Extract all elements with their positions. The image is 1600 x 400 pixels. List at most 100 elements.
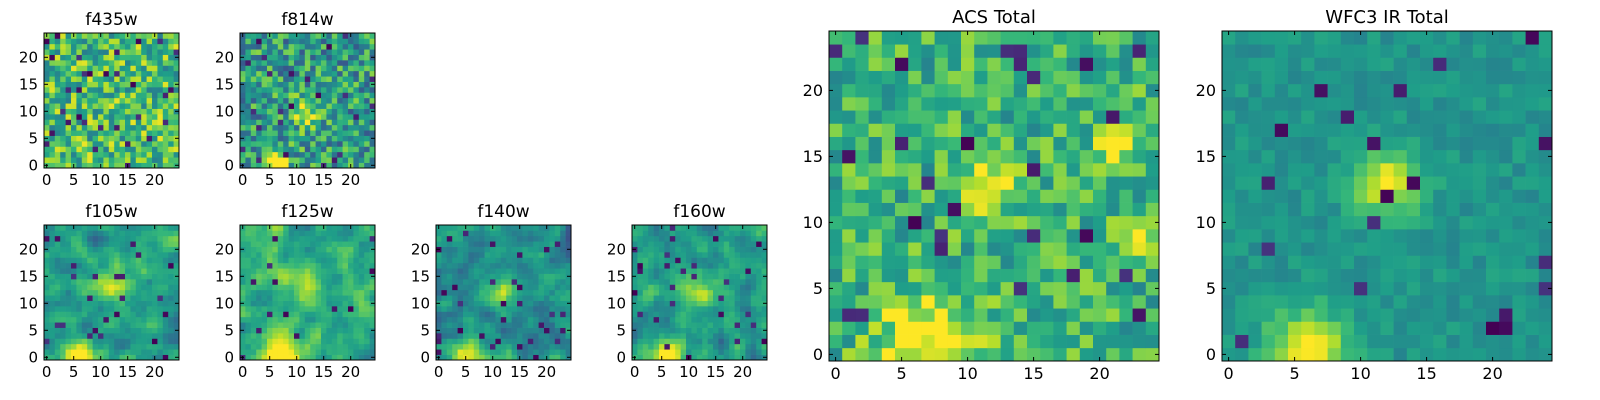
heatmap-cell xyxy=(277,268,284,274)
heatmap-cell xyxy=(256,92,262,99)
heatmap-cell xyxy=(522,322,529,328)
heatmap-cell xyxy=(283,60,289,66)
heatmap-cell xyxy=(745,300,752,307)
heatmap-cell xyxy=(304,235,311,242)
heatmap-cell xyxy=(299,135,306,142)
heatmap-cell xyxy=(1288,215,1302,230)
heatmap-cell xyxy=(691,289,698,296)
heatmap-cell xyxy=(511,284,518,291)
heatmap-cell xyxy=(240,306,246,312)
heatmap-cell xyxy=(659,284,665,291)
heatmap-cell xyxy=(1027,215,1041,230)
heatmap-cell xyxy=(76,108,83,115)
heatmap-cell xyxy=(648,295,654,301)
heatmap-cell xyxy=(283,119,289,126)
heatmap-cell xyxy=(457,300,464,307)
heatmap-cell xyxy=(702,333,708,339)
y-tick-label: 10 xyxy=(803,213,823,232)
heatmap-cell xyxy=(294,322,300,328)
heatmap-cell xyxy=(272,103,279,109)
heatmap-cell xyxy=(114,97,120,104)
heatmap-cell xyxy=(157,327,164,334)
heatmap-cell xyxy=(1367,189,1381,203)
heatmap-cell xyxy=(436,279,442,285)
heatmap-cell xyxy=(490,284,496,291)
heatmap-cell xyxy=(855,202,869,217)
heatmap-cell xyxy=(135,151,142,158)
heatmap-cell xyxy=(261,33,268,39)
heatmap-cell xyxy=(637,268,644,274)
heatmap-cell xyxy=(331,81,338,88)
heatmap-cell xyxy=(745,246,752,253)
heatmap-cell xyxy=(369,289,376,296)
heatmap-cell xyxy=(1093,97,1107,111)
heatmap-cell xyxy=(457,230,464,237)
heatmap-cell xyxy=(527,241,534,247)
heatmap-cell xyxy=(157,349,164,355)
heatmap-cell xyxy=(855,268,869,283)
heatmap-cell xyxy=(245,284,252,291)
heatmap-cell xyxy=(261,241,268,247)
heatmap-cell xyxy=(718,235,725,242)
heatmap-cell xyxy=(664,322,671,328)
heatmap-cell xyxy=(103,87,110,93)
heatmap-cell xyxy=(560,289,566,296)
heatmap-cell xyxy=(1248,347,1262,362)
heatmap-cell xyxy=(299,97,306,104)
heatmap-cell xyxy=(87,33,93,39)
heatmap-cell xyxy=(337,146,343,153)
heatmap-cell xyxy=(1420,347,1434,362)
heatmap-cell xyxy=(987,268,1001,283)
heatmap-cell xyxy=(947,255,962,269)
heatmap-cell xyxy=(527,230,534,237)
heatmap-cell xyxy=(549,225,556,231)
heatmap-cell xyxy=(87,87,93,93)
heatmap-cell xyxy=(632,316,638,323)
heatmap-cell xyxy=(353,119,360,126)
heatmap-cell xyxy=(490,273,496,280)
heatmap-cell xyxy=(342,97,349,104)
heatmap-cell xyxy=(761,338,768,345)
heatmap-cell xyxy=(686,333,692,339)
heatmap-cell xyxy=(653,295,660,301)
heatmap-cell xyxy=(44,235,50,242)
heatmap-cell xyxy=(152,114,158,120)
heatmap-cell xyxy=(669,262,676,269)
heatmap-cell xyxy=(348,119,354,126)
heatmap-cell xyxy=(511,268,518,274)
heatmap-cell xyxy=(756,327,762,334)
heatmap-cell xyxy=(267,54,273,61)
heatmap-cell xyxy=(326,300,333,307)
heatmap-cell xyxy=(92,295,99,301)
heatmap-cell xyxy=(81,262,88,269)
heatmap-cell xyxy=(240,262,246,269)
heatmap-cell xyxy=(353,146,360,153)
heatmap-cell xyxy=(283,162,289,169)
heatmap-cell xyxy=(522,273,529,280)
heatmap-cell xyxy=(162,322,169,328)
heatmap-cell xyxy=(321,157,327,163)
heatmap-cell xyxy=(549,279,556,285)
heatmap-cell xyxy=(934,83,949,98)
heatmap-cell xyxy=(358,252,365,258)
heatmap-cell xyxy=(49,114,56,120)
heatmap-cell xyxy=(750,300,757,307)
heatmap-cell xyxy=(691,252,698,258)
heatmap-cell xyxy=(71,130,77,136)
heatmap-cell xyxy=(718,246,725,253)
heatmap-cell xyxy=(718,327,725,334)
heatmap-cell xyxy=(538,257,545,264)
heatmap-cell xyxy=(1040,242,1054,256)
heatmap-cell xyxy=(1145,70,1160,85)
heatmap-cell xyxy=(54,146,61,153)
heatmap-cell xyxy=(168,114,174,120)
heatmap-cell xyxy=(119,241,126,247)
heatmap-cell xyxy=(436,262,442,269)
heatmap-cell xyxy=(740,268,746,274)
heatmap-cell xyxy=(250,311,257,318)
heatmap-cell xyxy=(331,87,338,93)
heatmap-cell xyxy=(65,157,72,163)
heatmap-cell xyxy=(272,230,279,237)
heatmap-cell xyxy=(1538,255,1553,269)
heatmap-cell xyxy=(632,284,638,291)
